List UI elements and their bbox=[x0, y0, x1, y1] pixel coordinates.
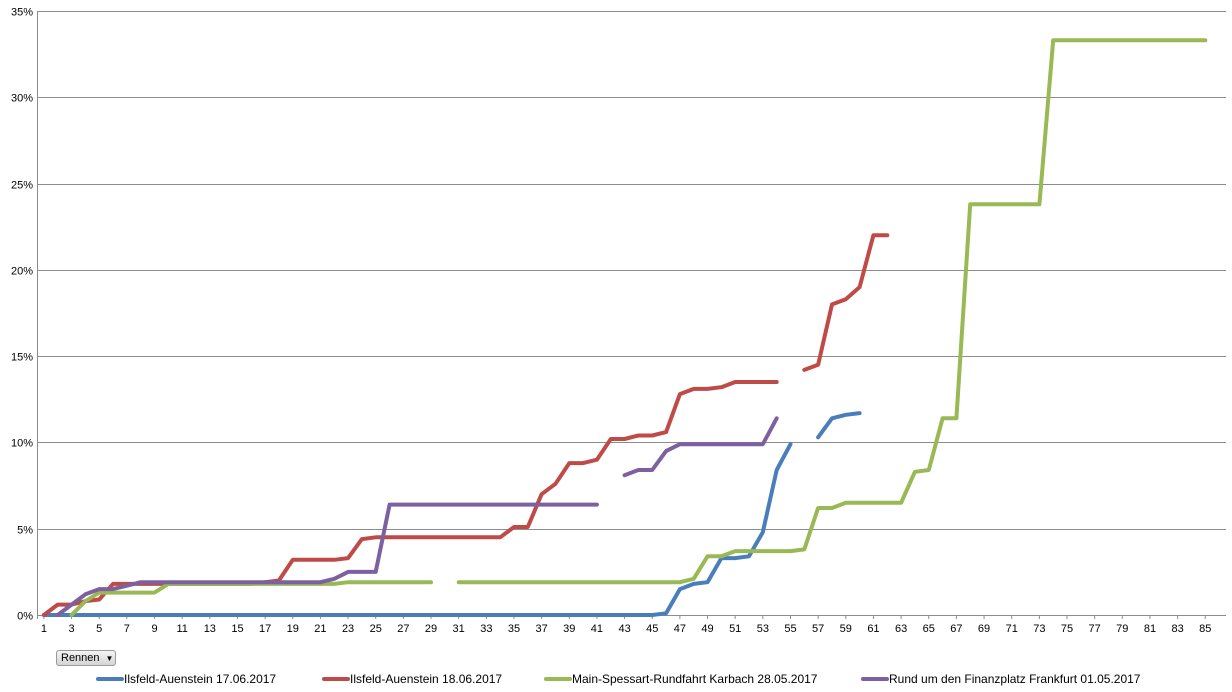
series-line-1 bbox=[41, 442, 793, 617]
dropdown-arrow-icon: ▼ bbox=[105, 653, 114, 663]
x-tick-label: 51 bbox=[729, 623, 741, 635]
x-tick-label: 25 bbox=[370, 623, 382, 635]
gridlines bbox=[37, 11, 1226, 616]
legend-item-series-1: Ilsfeld-Auenstein 17.06.2017 bbox=[96, 672, 276, 686]
y-tick-label: 25% bbox=[11, 180, 33, 192]
legend-label-series-3: Main-Spessart-Rundfahrt Karbach 28.05.20… bbox=[572, 672, 818, 686]
y-tick-label: 35% bbox=[11, 7, 33, 19]
legend-label-series-4: Rund um den Finanzplatz Frankfurt 01.05.… bbox=[889, 672, 1141, 686]
x-tick-label: 5 bbox=[96, 623, 102, 635]
series-line-1 bbox=[816, 411, 862, 440]
y-tick-label: 5% bbox=[17, 525, 33, 537]
x-tick-label: 67 bbox=[950, 623, 962, 635]
x-tick-label: 83 bbox=[1171, 623, 1183, 635]
series-line-3 bbox=[456, 38, 1208, 585]
x-tick-label: 15 bbox=[231, 623, 243, 635]
legend-swatch-series-1 bbox=[96, 677, 124, 681]
x-tick-label: 85 bbox=[1199, 623, 1211, 635]
x-tick-label: 75 bbox=[1061, 623, 1073, 635]
y-tick-label: 30% bbox=[11, 93, 33, 105]
x-tick-label: 43 bbox=[618, 623, 630, 635]
x-tick-label: 29 bbox=[425, 623, 437, 635]
x-tick-label: 65 bbox=[923, 623, 935, 635]
x-tick-label: 73 bbox=[1033, 623, 1045, 635]
legend-item-series-4: Rund um den Finanzplatz Frankfurt 01.05.… bbox=[861, 672, 1140, 686]
x-tick-label: 23 bbox=[342, 623, 354, 635]
x-tick-label: 21 bbox=[314, 623, 326, 635]
legend-label-series-1: Ilsfeld-Auenstein 17.06.2017 bbox=[124, 672, 277, 686]
x-tick-label: 9 bbox=[151, 623, 157, 635]
x-tick-label: 47 bbox=[674, 623, 686, 635]
x-tick-label: 3 bbox=[69, 623, 75, 635]
chart-legend: Ilsfeld-Auenstein 17.06.2017 Ilsfeld-Aue… bbox=[0, 672, 1232, 690]
legend-swatch-series-2 bbox=[322, 677, 350, 681]
x-tick-label: 1 bbox=[41, 623, 47, 635]
series-line-4 bbox=[622, 416, 779, 478]
x-tick-label: 59 bbox=[840, 623, 852, 635]
x-tick-label: 71 bbox=[1006, 623, 1018, 635]
legend-swatch-series-3 bbox=[544, 677, 572, 681]
legend-item-series-3: Main-Spessart-Rundfahrt Karbach 28.05.20… bbox=[544, 672, 817, 686]
x-tick-label: 19 bbox=[287, 623, 299, 635]
x-tick-label: 31 bbox=[453, 623, 465, 635]
x-tick-label: 81 bbox=[1144, 623, 1156, 635]
x-tick-label: 79 bbox=[1116, 623, 1128, 635]
series-line-2 bbox=[41, 380, 779, 617]
legend-label-series-2: Ilsfeld-Auenstein 18.06.2017 bbox=[350, 672, 503, 686]
x-tick-label: 49 bbox=[701, 623, 713, 635]
y-tick-label: 20% bbox=[11, 266, 33, 278]
x-tick-label: 77 bbox=[1089, 623, 1101, 635]
y-tick-label: 10% bbox=[11, 438, 33, 450]
x-tick-label: 41 bbox=[591, 623, 603, 635]
axes: 0%5%10%15%20%25%30%35%1 3 5 7 9 11 13 15 17 19 21 2… bbox=[11, 7, 1226, 635]
x-tick-label: 7 bbox=[124, 623, 130, 635]
x-tick-label: 53 bbox=[757, 623, 769, 635]
x-tick-label: 45 bbox=[646, 623, 658, 635]
x-tick-label: 61 bbox=[867, 623, 879, 635]
x-tick-label: 17 bbox=[259, 623, 271, 635]
x-tick-label: 57 bbox=[812, 623, 824, 635]
x-tick-label: 39 bbox=[563, 623, 575, 635]
rennen-filter-button[interactable]: Rennen ▼ bbox=[56, 650, 116, 666]
filter-button-label: Rennen bbox=[61, 652, 100, 664]
series-line-2 bbox=[802, 233, 890, 372]
x-tick-label: 11 bbox=[176, 623, 187, 635]
series-line-4 bbox=[55, 502, 599, 617]
x-tick-label: 35 bbox=[508, 623, 520, 635]
x-tick-label: 55 bbox=[784, 623, 796, 635]
x-tick-label: 37 bbox=[536, 623, 548, 635]
x-tick-label: 27 bbox=[397, 623, 409, 635]
x-tick-label: 63 bbox=[895, 623, 907, 635]
x-tick-label: 13 bbox=[204, 623, 216, 635]
y-tick-label: 15% bbox=[11, 352, 33, 364]
series-lines bbox=[41, 38, 1208, 617]
x-tick-label: 33 bbox=[480, 623, 492, 635]
legend-swatch-series-4 bbox=[861, 677, 889, 681]
legend-item-series-2: Ilsfeld-Auenstein 18.06.2017 bbox=[322, 672, 502, 686]
y-tick-label: 0% bbox=[17, 611, 33, 623]
x-tick-label: 69 bbox=[978, 623, 990, 635]
